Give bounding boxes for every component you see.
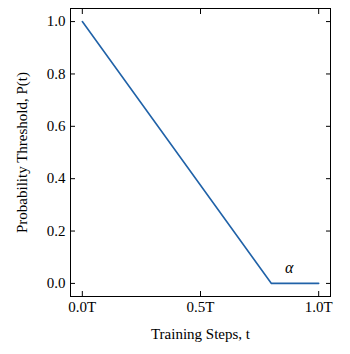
svg-text:0.0T: 0.0T (68, 299, 96, 315)
svg-text:0.0: 0.0 (47, 275, 66, 291)
svg-text:0.6: 0.6 (47, 118, 66, 134)
svg-text:0.4: 0.4 (47, 170, 66, 186)
svg-text:α: α (285, 259, 294, 276)
svg-text:0.2: 0.2 (47, 223, 66, 239)
svg-text:0.5T: 0.5T (187, 299, 215, 315)
svg-text:1.0T: 1.0T (305, 299, 333, 315)
svg-text:Training Steps, t: Training Steps, t (151, 326, 251, 342)
svg-text:1.0: 1.0 (47, 13, 66, 29)
svg-text:Probability Threshold, P(t): Probability Threshold, P(t) (14, 72, 31, 233)
svg-text:0.8: 0.8 (47, 66, 66, 82)
